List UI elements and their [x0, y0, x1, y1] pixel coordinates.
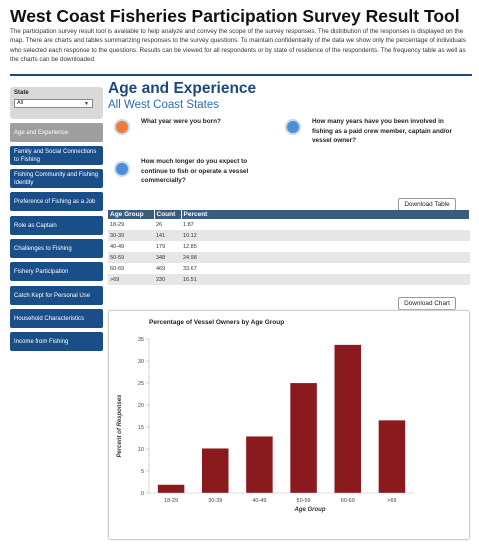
table-row: >69 230 16.51: [108, 274, 470, 285]
x-tick-label: 18-29: [164, 498, 178, 504]
table-row: 30-39 141 10.12: [108, 230, 470, 241]
table-cell: 26: [154, 219, 181, 230]
sidebar-item-catch-kept[interactable]: Catch Kept for Personal Use: [10, 286, 103, 305]
table-cell: 179: [154, 241, 181, 252]
y-axis-label: Percent of Responses: [117, 394, 123, 458]
sidebar-item-fishery-participation[interactable]: Fishery Participation: [10, 262, 103, 281]
table-cell: 40-49: [108, 241, 154, 252]
y-tick-label: 0: [141, 491, 144, 497]
table-cell: 1.87: [181, 219, 470, 230]
table-row: 40-49 179 12.85: [108, 241, 470, 252]
table-row: 50-59 348 24.98: [108, 252, 470, 263]
bar-1829[interactable]: [157, 484, 185, 493]
table-cell: 230: [154, 274, 181, 285]
state-select-value: All: [17, 100, 24, 106]
intro-text: The participation survey result tool is …: [10, 28, 466, 64]
y-tick-label: 20: [138, 403, 144, 409]
sidebar-item-household[interactable]: Household Characteristics: [10, 309, 103, 328]
x-tick-label: >69: [387, 498, 396, 504]
y-tick-label: 15: [138, 425, 144, 431]
page-title: West Coast Fisheries Participation Surve…: [10, 6, 460, 26]
question-continue-fishing: How much longer do you expect to continu…: [141, 158, 249, 184]
chart-panel: Percentage of Vessel Owners by Age Group…: [108, 310, 470, 540]
bar-4049[interactable]: [246, 436, 273, 493]
header-divider: [10, 74, 472, 76]
question-years-involved: How many years have you been involved in…: [312, 118, 452, 144]
question-marker-years-involved[interactable]: [285, 119, 301, 135]
chart-title: Percentage of Vessel Owners by Age Group: [149, 319, 284, 326]
x-tick-label: 30-39: [208, 498, 222, 504]
frequency-table: Age Group Count Percent 18-29 26 1.87 30…: [108, 210, 470, 285]
sidebar-item-family-social[interactable]: Family and Social Connections to Fishing: [10, 146, 103, 165]
bar-6069[interactable]: [334, 344, 362, 493]
x-tick-label: 40-49: [252, 498, 266, 504]
question-marker-birth-year[interactable]: [114, 119, 130, 135]
table-cell: 24.98: [181, 252, 470, 263]
download-chart-button[interactable]: Download Chart: [398, 297, 456, 310]
sidebar-item-preference-job[interactable]: Preference of Fishing as a Job: [10, 192, 103, 211]
bar-69[interactable]: [378, 420, 406, 493]
bar-5059[interactable]: [290, 383, 317, 493]
table-cell: 50-59: [108, 252, 154, 263]
state-label: State: [14, 90, 29, 96]
table-header-row: Age Group Count Percent: [108, 210, 470, 219]
chevron-down-icon: ▼: [84, 101, 89, 107]
section-title: Age and Experience: [108, 80, 257, 97]
state-select[interactable]: All ▼: [14, 99, 93, 108]
sidebar-item-role-captain[interactable]: Role as Captain: [10, 216, 103, 235]
table-header-count[interactable]: Count: [154, 210, 182, 219]
y-tick-label: 35: [138, 337, 144, 343]
table-cell: 33.67: [181, 263, 470, 274]
table-cell: 60-69: [108, 263, 154, 274]
question-marker-continue-fishing[interactable]: [114, 161, 130, 177]
sidebar-item-age-experience[interactable]: Age and Experience: [10, 123, 103, 142]
y-tick-label: 5: [141, 469, 144, 475]
sidebar-item-community-identity[interactable]: Fishing Community and Fishing Identity: [10, 169, 103, 188]
table-cell: 469: [154, 263, 181, 274]
section-subtitle: All West Coast States: [108, 99, 219, 111]
state-filter: State All ▼: [10, 87, 103, 119]
table-cell: 348: [154, 252, 181, 263]
x-tick-label: 50-59: [297, 498, 311, 504]
y-tick-label: 10: [138, 447, 144, 453]
y-tick-label: 25: [138, 381, 144, 387]
x-tick-label: 60-69: [341, 498, 355, 504]
table-cell: 10.12: [181, 230, 470, 241]
table-cell: 12.85: [181, 241, 470, 252]
table-row: 18-29 26 1.87: [108, 219, 470, 230]
table-cell: 18-29: [108, 219, 154, 230]
table-cell: 16.51: [181, 274, 470, 285]
x-axis-label: Age Group: [294, 507, 326, 513]
table-row: 60-69 469 33.67: [108, 263, 470, 274]
table-header-percent[interactable]: Percent: [181, 210, 470, 219]
sidebar-item-challenges[interactable]: Challenges to Fishing: [10, 239, 103, 258]
table-header-age-group[interactable]: Age Group: [108, 210, 155, 219]
table-cell: 30-39: [108, 230, 154, 241]
bar-chart: Percentage of Vessel Owners by Age Group…: [117, 319, 414, 513]
bar-3039[interactable]: [202, 448, 229, 493]
sidebar-item-income[interactable]: Income from Fishing: [10, 332, 103, 351]
question-birth-year: What year were you born?: [141, 118, 221, 125]
y-tick-label: 30: [138, 359, 144, 365]
table-cell: 141: [154, 230, 181, 241]
table-cell: >69: [108, 274, 154, 285]
